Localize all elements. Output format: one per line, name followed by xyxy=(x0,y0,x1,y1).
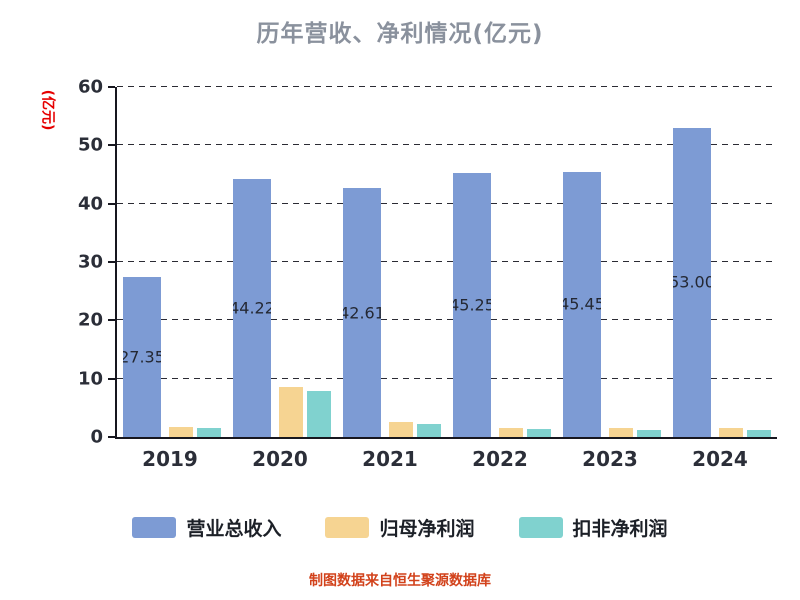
y-tick-label: 60 xyxy=(77,76,103,98)
legend-label: 归母净利润 xyxy=(379,518,475,540)
y-tick-mark xyxy=(108,319,115,322)
y-tick-mark xyxy=(108,436,115,438)
y-tick-mark xyxy=(108,261,115,263)
x-tick-label-2020: 2020 xyxy=(252,447,308,471)
bar-total-operating-revenue-2020: 44.22 xyxy=(233,179,271,437)
y-tick-label: 20 xyxy=(77,309,103,331)
gridline xyxy=(117,144,777,146)
bar-non-recurring-net-profit-2020 xyxy=(307,390,331,437)
legend: 营业总收入 归母净利润 扣非净利润 xyxy=(0,514,800,541)
bar-net-profit-attributable-2022 xyxy=(499,427,523,437)
bar-value-label: 45.25 xyxy=(453,295,491,315)
bar-non-recurring-net-profit-2022 xyxy=(527,429,551,437)
y-tick-mark xyxy=(108,144,115,147)
legend-label: 营业总收入 xyxy=(186,518,282,540)
gridline xyxy=(117,86,777,87)
bar-total-operating-revenue-2022: 45.25 xyxy=(453,173,491,437)
legend-swatch-icon xyxy=(518,517,563,538)
legend-item-non-recurring-net-profit: 扣非净利润 xyxy=(518,514,668,541)
bar-value-label: 27.35 xyxy=(123,347,161,367)
bar-total-operating-revenue-2023: 45.45 xyxy=(563,171,601,437)
bar-group-2023: 45.45 xyxy=(563,171,661,437)
x-tick-label-2022: 2022 xyxy=(472,447,528,471)
bar-value-label: 44.22 xyxy=(233,298,271,318)
gridline xyxy=(117,261,777,262)
bar-group-2024: 53.00 xyxy=(673,127,771,437)
legend-item-total-operating-revenue: 营业总收入 xyxy=(132,514,281,541)
bar-total-operating-revenue-2019: 27.35 xyxy=(123,277,161,437)
bar-net-profit-attributable-2023 xyxy=(609,427,633,437)
legend-swatch-icon xyxy=(325,517,370,538)
bar-total-operating-revenue-2021: 42.61 xyxy=(343,188,381,437)
bar-non-recurring-net-profit-2023 xyxy=(637,430,661,437)
gridline xyxy=(117,377,777,379)
y-tick-mark xyxy=(108,377,115,380)
bar-group-2019: 27.35 xyxy=(123,277,221,437)
x-tick-label-2024: 2024 xyxy=(692,447,748,471)
bar-net-profit-attributable-2019 xyxy=(169,427,193,437)
gridline xyxy=(117,319,777,321)
gridline xyxy=(117,202,777,204)
y-tick-label: 40 xyxy=(77,193,103,215)
x-axis-labels: 2019 2020 2021 2022 2023 2024 xyxy=(115,447,775,471)
bar-value-label: 45.45 xyxy=(563,294,601,314)
data-source-note: 制图数据来自恒生聚源数据库 xyxy=(309,573,491,589)
bar-total-operating-revenue-2024: 53.00 xyxy=(673,127,711,437)
x-tick-label-2019: 2019 xyxy=(142,447,198,471)
y-tick-label: 30 xyxy=(77,251,103,273)
bar-net-profit-attributable-2021 xyxy=(389,422,413,437)
bar-group-2020: 44.22 xyxy=(233,179,331,437)
bar-non-recurring-net-profit-2024 xyxy=(747,430,771,437)
y-tick-label: 50 xyxy=(77,134,103,156)
y-tick-mark xyxy=(108,86,115,88)
y-tick-mark xyxy=(108,202,115,205)
bar-group-2022: 45.25 xyxy=(453,173,551,437)
bar-groups: 27.35 44.22 42.61 45.25 45.45 53.00 xyxy=(117,87,777,437)
legend-label: 扣非净利润 xyxy=(572,518,668,540)
bar-value-label: 42.61 xyxy=(343,303,381,323)
y-tick-label: 0 xyxy=(90,426,103,448)
y-tick-label: 10 xyxy=(77,368,103,390)
chart-title: 历年营收、净利情况(亿元) xyxy=(256,21,544,47)
bar-non-recurring-net-profit-2019 xyxy=(197,428,221,437)
plot-area: 0 10 20 30 40 50 60 27.35 44.22 42.61 45.25 45.45 5… xyxy=(78,77,777,448)
bar-net-profit-attributable-2024 xyxy=(719,427,743,437)
bar-value-label: 53.00 xyxy=(673,272,711,292)
legend-swatch-icon xyxy=(132,517,177,538)
bar-non-recurring-net-profit-2021 xyxy=(417,424,441,437)
x-tick-label-2023: 2023 xyxy=(582,447,638,471)
x-tick-label-2021: 2021 xyxy=(362,447,418,471)
y-axis-label: (亿元) xyxy=(39,89,56,131)
bar-net-profit-attributable-2020 xyxy=(279,386,303,437)
legend-item-net-profit-attributable: 归母净利润 xyxy=(325,514,475,541)
bar-group-2021: 42.61 xyxy=(343,188,441,437)
